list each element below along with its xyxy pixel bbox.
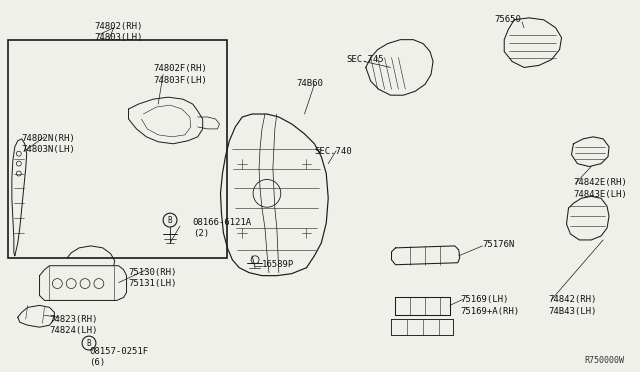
Text: SEC.740: SEC.740 [314, 147, 352, 156]
Text: 16589P: 16589P [262, 260, 294, 269]
Text: 75169(LH)
75169+A(RH): 75169(LH) 75169+A(RH) [461, 295, 520, 315]
Text: 74842(RH)
74B43(LH): 74842(RH) 74B43(LH) [548, 295, 597, 315]
Text: 08157-0251F
(6): 08157-0251F (6) [89, 347, 148, 367]
Text: 75130(RH)
75131(LH): 75130(RH) 75131(LH) [129, 268, 177, 288]
Text: B: B [86, 339, 92, 347]
Text: 74802N(RH)
74803N(LH): 74802N(RH) 74803N(LH) [22, 134, 76, 154]
Bar [8, 40, 227, 258]
Text: SEC.745: SEC.745 [346, 55, 383, 64]
Text: 74B60: 74B60 [296, 79, 323, 88]
Text: R750000W: R750000W [585, 356, 625, 365]
Text: 74802(RH)
74803(LH): 74802(RH) 74803(LH) [94, 22, 142, 42]
Text: 08166-6121A
(2): 08166-6121A (2) [193, 218, 252, 238]
Text: 75176N: 75176N [483, 240, 515, 249]
Text: 75650: 75650 [494, 15, 521, 24]
Text: B: B [168, 216, 172, 225]
Text: 74802F(RH)
74803F(LH): 74802F(RH) 74803F(LH) [153, 64, 207, 84]
Text: 74823(RH)
74824(LH): 74823(RH) 74824(LH) [49, 315, 98, 336]
Text: 74842E(RH)
74843E(LH): 74842E(RH) 74843E(LH) [573, 179, 627, 199]
